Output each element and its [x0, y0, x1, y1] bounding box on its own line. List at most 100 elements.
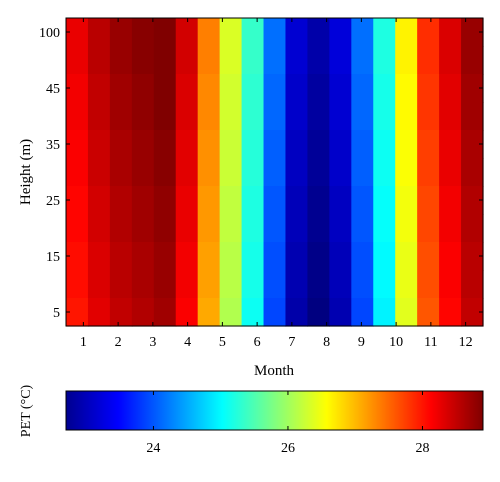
heatmap-cell — [131, 18, 155, 47]
heatmap-cell — [87, 270, 111, 299]
heatmap-cell — [175, 46, 199, 75]
x-tick-label: 6 — [254, 335, 261, 350]
heatmap-cell — [197, 74, 221, 103]
heatmap-cell — [219, 102, 243, 131]
heatmap-cell — [87, 74, 111, 103]
heatmap-cell — [439, 46, 462, 75]
heatmap-cell — [329, 298, 352, 327]
heatmap-cell — [439, 102, 462, 131]
heatmap-cell — [175, 158, 199, 187]
heatmap-cell — [263, 242, 287, 271]
heatmap-cell — [417, 46, 440, 75]
heatmap-cell — [263, 74, 287, 103]
heatmap-cell — [285, 18, 309, 47]
heatmap-cell — [439, 130, 462, 159]
x-axis-label: Month — [254, 363, 295, 379]
heatmap-cell — [175, 130, 199, 159]
heatmap-cell — [439, 214, 462, 243]
heatmap-cell — [263, 102, 287, 131]
heatmap-cell — [307, 298, 330, 327]
x-tick-label: 3 — [149, 335, 156, 350]
heatmap-cell — [109, 298, 133, 327]
heatmap-cell — [197, 214, 221, 243]
heatmap-cell — [285, 214, 309, 243]
heatmap-cell — [66, 242, 89, 271]
heatmap-cell — [329, 46, 352, 75]
heatmap-cell — [307, 270, 330, 299]
heatmap-cell — [263, 158, 287, 187]
heatmap-cell — [329, 270, 352, 299]
heatmap-cell — [153, 214, 177, 243]
heatmap-cell — [417, 270, 440, 299]
heatmap-cell — [351, 214, 374, 243]
heatmap-cell — [87, 242, 111, 271]
heatmap-cell — [241, 214, 265, 243]
heatmap-cell — [153, 158, 177, 187]
heatmap-cell — [461, 102, 484, 131]
heatmap-cell — [417, 214, 440, 243]
heatmap-cell — [66, 186, 89, 215]
heatmap-cell — [241, 298, 265, 327]
heatmap-cell — [109, 18, 133, 47]
heatmap-cell — [285, 74, 309, 103]
heatmap-cell — [307, 102, 330, 131]
heatmap-cell — [285, 46, 309, 75]
heatmap-cell — [175, 102, 199, 131]
heatmap-cell — [175, 242, 199, 271]
heatmap-cell — [153, 130, 177, 159]
heatmap-cell — [131, 186, 155, 215]
heatmap-cell — [285, 298, 309, 327]
heatmap-cell — [461, 74, 484, 103]
heatmap-cell — [241, 130, 265, 159]
heatmap-cell — [197, 130, 221, 159]
heatmap-cell — [351, 46, 374, 75]
heatmap-cell — [109, 270, 133, 299]
heatmap-cell — [87, 102, 111, 131]
heatmap-cell — [329, 214, 352, 243]
heatmap-cell — [175, 186, 199, 215]
heatmap-cell — [175, 270, 199, 299]
heatmap-cell — [439, 270, 462, 299]
heatmap-cell — [395, 158, 418, 187]
heatmap-cell — [66, 18, 89, 47]
heatmap-cell — [439, 298, 462, 327]
heatmap-cell — [153, 102, 177, 131]
heatmap-cell — [263, 130, 287, 159]
heatmap-cell — [87, 298, 111, 327]
heatmap-cell — [131, 242, 155, 271]
heatmap-cell — [241, 186, 265, 215]
heatmap-cell — [131, 102, 155, 131]
x-tick-label: 8 — [323, 335, 330, 350]
heatmap-cell — [285, 130, 309, 159]
heatmap-cell — [66, 298, 89, 327]
heatmap-cell — [219, 270, 243, 299]
heatmap-cell — [307, 46, 330, 75]
heatmap-cell — [87, 46, 111, 75]
heatmap-cell — [307, 130, 330, 159]
heatmap-cell — [109, 102, 133, 131]
heatmap-cell — [219, 242, 243, 271]
heatmap-cell — [66, 102, 89, 131]
x-tick-label: 2 — [115, 335, 122, 350]
heatmap-cell — [153, 242, 177, 271]
heatmap-cell — [109, 214, 133, 243]
x-tick-label: 7 — [288, 335, 295, 350]
heatmap-cells — [66, 18, 484, 327]
heatmap-cell — [285, 270, 309, 299]
heatmap-cell — [417, 74, 440, 103]
heatmap-cell — [351, 130, 374, 159]
heatmap-cell — [461, 186, 484, 215]
heatmap-cell — [395, 270, 418, 299]
heatmap-cell — [417, 186, 440, 215]
heatmap-cell — [109, 242, 133, 271]
heatmap-cell — [219, 130, 243, 159]
heatmap-cell — [307, 214, 330, 243]
heatmap-cell — [351, 158, 374, 187]
colorbar-tick-label: 26 — [281, 441, 295, 456]
heatmap-cell — [351, 298, 374, 327]
heatmap-cell — [307, 74, 330, 103]
heatmap-cell — [153, 74, 177, 103]
heatmap-cell — [66, 130, 89, 159]
heatmap-cell — [395, 74, 418, 103]
